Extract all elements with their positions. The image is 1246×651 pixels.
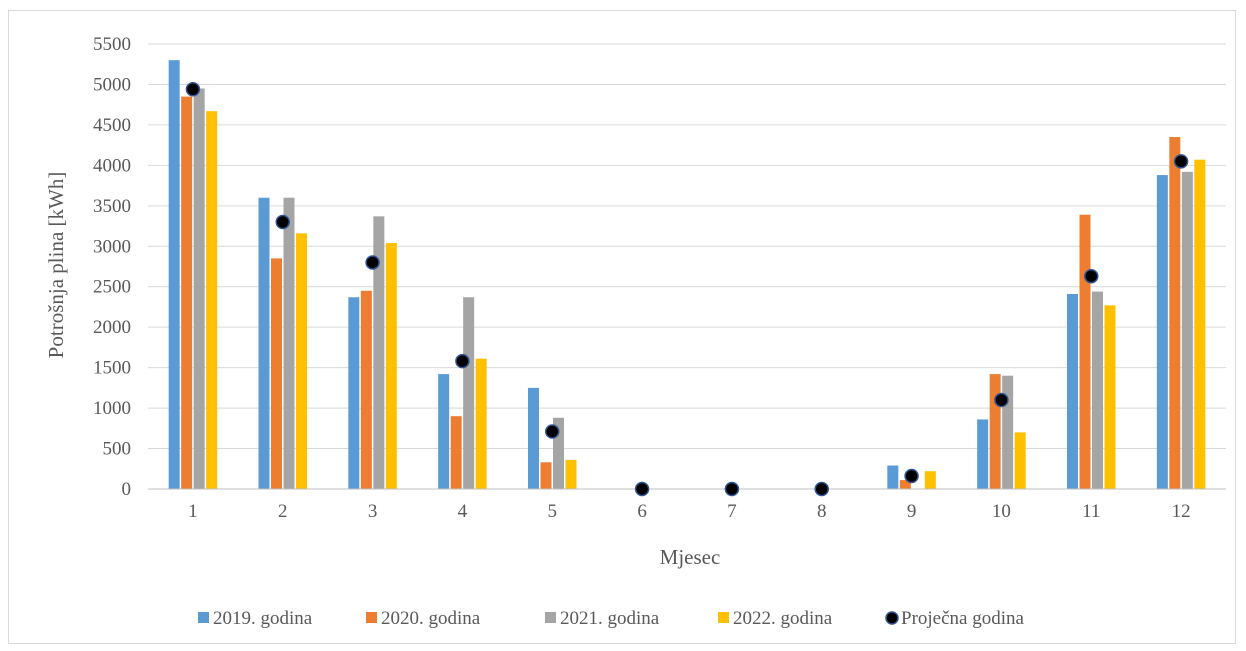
- x-tick-label: 12: [1172, 501, 1191, 522]
- y-tick-label: 5000: [93, 74, 131, 95]
- bar-4-2: [296, 233, 307, 489]
- average-markers: [185, 82, 1189, 497]
- bar-2-12: [1169, 137, 1181, 489]
- x-tick-label: 5: [548, 501, 558, 522]
- bar-2-5: [540, 462, 552, 489]
- legend-swatch: [545, 612, 556, 623]
- average-marker-12: [1173, 154, 1189, 169]
- legend-swatch: [366, 612, 377, 623]
- average-marker-1: [185, 82, 201, 97]
- bar-2-1: [181, 96, 193, 489]
- legend: 2019. godina 2020. godina 2021. godina 2022…: [198, 608, 1025, 629]
- bar-3-11: [1092, 291, 1103, 489]
- average-marker-6: [634, 481, 650, 497]
- bar-2-9: [899, 480, 911, 489]
- average-marker-9: [904, 468, 919, 484]
- average-marker-11: [1084, 268, 1099, 284]
- average-marker-8: [814, 481, 829, 497]
- gridlines: [148, 43, 1226, 450]
- x-tick-label: 10: [992, 501, 1011, 522]
- bar-4-9: [924, 471, 936, 489]
- x-tick-label: 8: [817, 501, 827, 522]
- bar-3-2: [283, 197, 295, 489]
- x-tick-label: 6: [637, 501, 647, 522]
- bar-4-1: [206, 111, 218, 490]
- bar-1-5: [528, 387, 539, 489]
- bar-2-11: [1079, 214, 1091, 489]
- legend-label: 2020. godina: [381, 608, 481, 629]
- bar-1-12: [1156, 175, 1168, 489]
- x-tick-label: 7: [727, 501, 737, 522]
- legend-label: 2022. godina: [733, 608, 833, 629]
- bar-3-4: [463, 297, 475, 489]
- bar-4-3: [385, 243, 397, 489]
- bar-1-11: [1067, 294, 1078, 489]
- bar-3-1: [193, 88, 205, 489]
- x-tick-label: 11: [1082, 501, 1100, 522]
- bar-1-3: [348, 297, 360, 489]
- bar-4-5: [565, 459, 577, 489]
- average-marker-3: [365, 255, 380, 270]
- bar-1-10: [977, 419, 989, 489]
- bar-1-9: [887, 465, 899, 489]
- bar-4-11: [1104, 305, 1116, 489]
- bar-3-10: [1002, 375, 1014, 489]
- legend-marker: [885, 611, 899, 625]
- bar-1-1: [168, 60, 180, 489]
- bar-3-12: [1181, 171, 1193, 489]
- bar-2-2: [271, 258, 282, 489]
- legend-label: 2019. godina: [213, 608, 313, 629]
- x-axis-title: Mjesec: [660, 545, 721, 569]
- y-tick-label: 500: [103, 439, 132, 460]
- y-tick-label: 4000: [93, 155, 131, 176]
- y-tick-label: 2500: [93, 277, 131, 298]
- x-tick-label: 4: [458, 501, 468, 522]
- y-tick-label: 5500: [93, 34, 131, 55]
- bar-4-4: [475, 358, 487, 489]
- legend-swatch: [198, 612, 209, 623]
- x-tick-label: 1: [188, 501, 198, 522]
- x-tick-label: 3: [368, 501, 378, 522]
- legend-label: Proječna godina: [901, 608, 1025, 629]
- y-tick-label: 1000: [93, 398, 131, 419]
- bar-1-2: [258, 197, 270, 489]
- average-marker-2: [275, 214, 290, 230]
- bar-3-5: [553, 417, 564, 489]
- bar-3-3: [373, 216, 385, 489]
- y-tick-label: 3500: [93, 196, 131, 217]
- bar-2-3: [360, 290, 372, 489]
- y-tick-label: 3000: [93, 236, 131, 257]
- average-marker-7: [724, 481, 740, 497]
- y-axis-ticks: 0 500 1000 1500 2000 2500 3000 3500 4000 4500 5000…: [93, 34, 131, 500]
- average-marker-5: [545, 424, 560, 439]
- bars: [168, 60, 1206, 490]
- y-tick-label: 1500: [93, 358, 131, 379]
- x-tick-label: 2: [278, 501, 288, 522]
- bar-2-4: [450, 416, 462, 489]
- x-axis-ticks: 1 2 3 4 5 6 7 8 9 10 11 12: [188, 501, 1190, 522]
- bar-2-10: [989, 374, 1001, 489]
- average-marker-4: [455, 353, 470, 369]
- y-tick-label: 4500: [93, 115, 131, 136]
- legend-label: 2021. godina: [560, 608, 660, 629]
- y-tick-label: 2000: [93, 317, 131, 338]
- average-marker-10: [994, 392, 1009, 408]
- bar-1-4: [438, 374, 450, 489]
- legend-swatch: [718, 612, 729, 623]
- bar-4-12: [1194, 159, 1206, 489]
- bar-4-10: [1014, 432, 1026, 489]
- x-tick-label: 9: [907, 501, 917, 522]
- y-tick-label: 0: [122, 479, 132, 500]
- y-axis-title: Potrošnja plina [kWh]: [44, 172, 68, 359]
